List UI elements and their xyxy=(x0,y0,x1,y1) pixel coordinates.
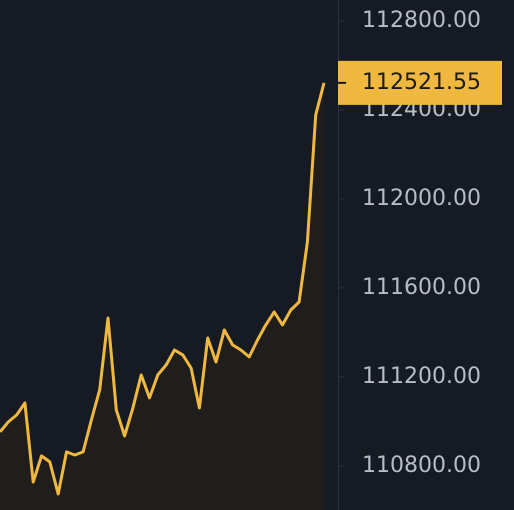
last-price-box xyxy=(338,60,502,105)
y-tick-label: 112800.00 xyxy=(362,8,481,33)
y-tick-label: 110800.00 xyxy=(362,453,481,478)
y-tick-label: 111200.00 xyxy=(362,364,481,389)
area xyxy=(0,82,324,510)
y-tick-label: 111600.00 xyxy=(362,275,481,300)
price-line xyxy=(0,82,326,496)
last-price-label: 112521.55 xyxy=(362,70,481,95)
y-tick-label: 112000.00 xyxy=(362,186,481,211)
